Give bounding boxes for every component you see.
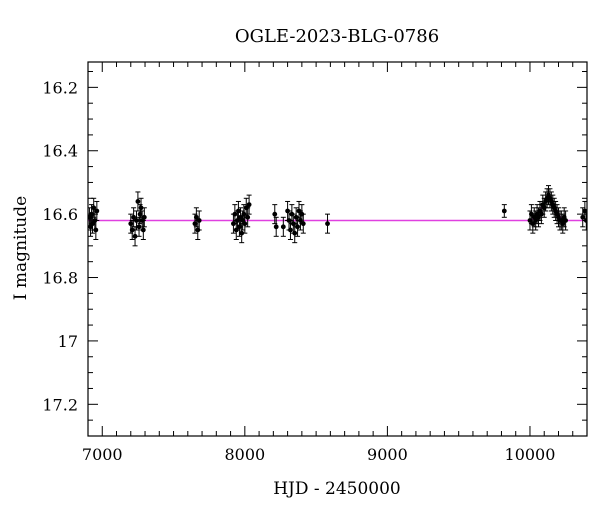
point-marker	[193, 214, 199, 220]
axes: 7000 8000 9000 10000 16.2 16.4 16.6 16.8 17 17.2	[42, 61, 588, 464]
point-marker	[239, 230, 245, 236]
point-marker	[295, 224, 300, 230]
point-marker	[325, 221, 330, 227]
data-point	[140, 219, 146, 240]
point-marker	[136, 224, 142, 230]
data-point	[133, 210, 139, 231]
plot-area	[88, 185, 587, 247]
point-marker	[131, 214, 137, 220]
point-marker	[242, 221, 248, 227]
point-marker	[280, 224, 286, 230]
point-marker	[232, 211, 238, 217]
point-marker	[273, 224, 279, 230]
point-marker	[129, 227, 135, 233]
point-marker	[580, 214, 586, 220]
data-point	[196, 210, 202, 231]
data-point	[325, 213, 331, 234]
data-point	[501, 204, 507, 218]
point-marker	[292, 230, 298, 236]
point-marker	[94, 208, 100, 214]
point-marker	[138, 205, 144, 211]
point-marker	[196, 218, 202, 223]
y-tick-label: 16.2	[42, 78, 78, 97]
point-marker	[583, 218, 587, 223]
y-tick-label: 17.2	[42, 395, 78, 414]
x-tick-label: 8000	[224, 445, 265, 464]
model-curve	[88, 195, 587, 222]
x-tick-label: 9000	[367, 445, 408, 464]
x-axis-title: HJD - 2450000	[273, 479, 401, 499]
point-marker	[272, 211, 278, 217]
data-point	[273, 216, 279, 237]
y-tick-label: 16.6	[42, 205, 78, 224]
x-tick-label: 7000	[82, 445, 123, 464]
point-marker	[563, 218, 569, 223]
point-marker	[135, 199, 141, 204]
point-marker	[132, 233, 138, 239]
point-marker	[93, 227, 99, 233]
data-point	[135, 191, 141, 212]
point-marker	[134, 218, 139, 223]
data-point	[94, 200, 100, 221]
point-marker	[140, 227, 146, 233]
chart-title: OGLE-2023-BLG-0786	[235, 26, 439, 47]
data-layer	[88, 185, 587, 247]
data-point	[272, 204, 278, 225]
y-tick-label: 17	[58, 332, 78, 351]
point-marker	[501, 208, 507, 214]
data-point	[131, 207, 137, 228]
x-tick-label: 10000	[505, 445, 556, 464]
point-marker	[91, 205, 97, 211]
y-axis-title: I magnitude	[11, 196, 31, 300]
plot-frame	[87, 61, 588, 437]
point-marker	[141, 214, 147, 220]
data-point	[246, 194, 252, 215]
point-marker	[246, 202, 252, 208]
point-marker	[300, 221, 306, 227]
data-point	[300, 213, 306, 234]
data-point	[280, 216, 286, 237]
point-marker	[288, 227, 293, 233]
y-tick-label: 16.4	[42, 142, 78, 161]
data-point	[141, 207, 147, 228]
point-marker	[245, 214, 251, 220]
y-tick-label: 16.8	[42, 269, 78, 288]
data-point	[563, 210, 569, 231]
point-marker	[236, 208, 241, 214]
